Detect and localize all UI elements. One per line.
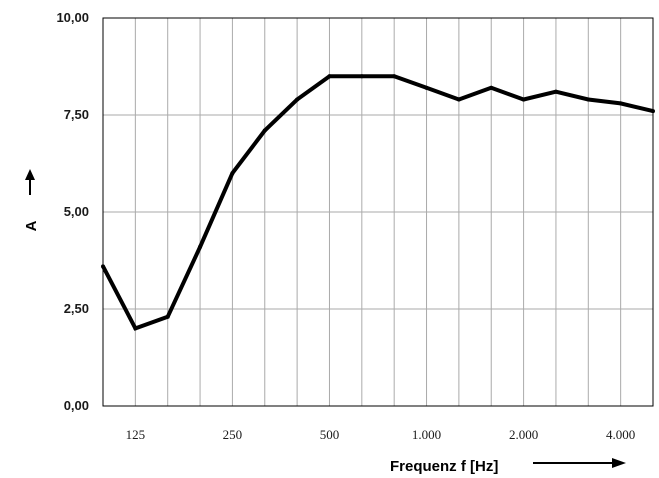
y-tick-label: 7,50 [64,107,89,122]
data-point [262,128,267,133]
y-tick-label: 10,00 [56,10,89,25]
y-axis-label: A [23,220,40,231]
data-point [392,74,397,79]
x-tick-label: 2.000 [509,427,538,442]
data-point [133,326,138,331]
x-tick-labels: 125 250 500 1.000 2.000 4.000 [126,427,636,442]
plot-frame [102,17,654,407]
data-points [101,74,655,331]
y-tick-label: 0,00 [64,398,89,413]
data-point [424,85,429,90]
data-point [618,101,623,106]
y-tick-label: 2,50 [64,301,89,316]
data-point [295,97,300,102]
y-tick-label: 5,00 [64,204,89,219]
y-tick-labels: 0,00 2,50 5,00 7,50 10,00 [56,10,89,413]
y-axis-arrow-icon [25,169,35,195]
data-point [651,109,655,114]
data-point [553,89,558,94]
data-point [327,74,332,79]
data-point [165,314,170,319]
x-tick-label: 4.000 [606,427,635,442]
data-point [230,171,235,176]
x-tick-label: 250 [223,427,243,442]
data-point [359,74,364,79]
data-point [586,97,591,102]
x-axis-arrow-icon [533,458,626,468]
horizontal-gridlines [103,114,653,310]
data-point [521,97,526,102]
x-tick-label: 125 [126,427,146,442]
series-line [101,74,654,331]
x-axis-label: Frequenz f [Hz] [390,458,498,475]
x-tick-label: 500 [320,427,340,442]
data-point [456,97,461,102]
x-tick-label: 1.000 [412,427,441,442]
data-point [101,264,105,269]
data-point [489,85,494,90]
data-point [198,244,203,249]
